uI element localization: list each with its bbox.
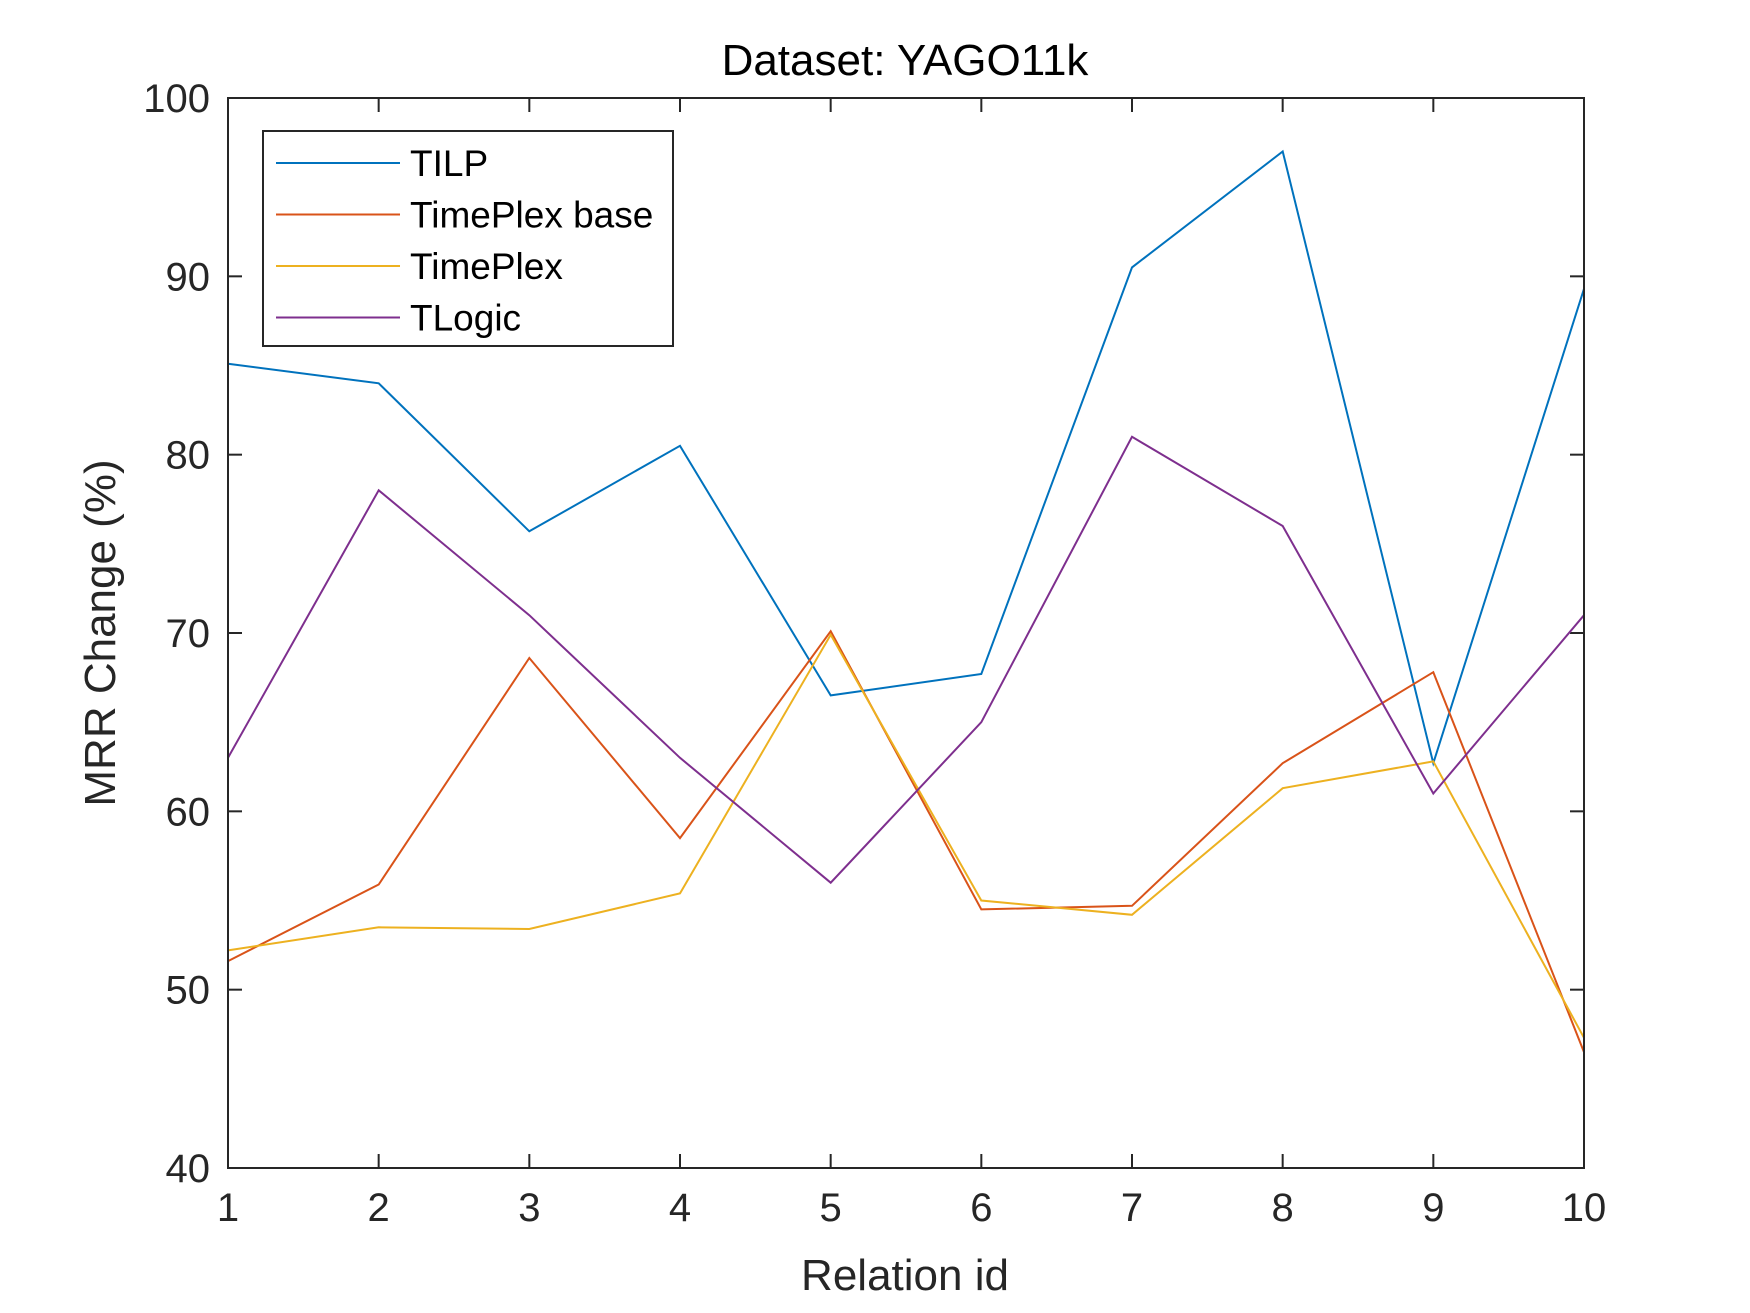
x-tick-label: 8 [1272,1186,1294,1230]
legend: TILP TimePlex base TimePlex TLogic [262,130,674,347]
series-lines [227,149,1585,1053]
y-tick-label: 60 [166,790,211,834]
y-axis-label: MRR Change (%) [76,459,125,806]
series-line-tilp [227,149,1585,767]
legend-label-timeplex: TimePlex [410,246,563,287]
legend-box [262,130,674,347]
x-tick-label: 3 [518,1186,540,1230]
x-tick-label: 5 [820,1186,842,1230]
y-tick-label: 100 [143,77,210,121]
series-line-timeplex [227,632,1585,1039]
x-tick-label: 1 [217,1186,239,1230]
y-tick-label: 40 [166,1147,211,1191]
x-tick-label: 9 [1422,1186,1444,1230]
x-tick-label: 7 [1121,1186,1143,1230]
x-tick-label: 10 [1562,1186,1607,1230]
series-line-timeplex-base [227,629,1585,1053]
y-tick-label: 90 [166,255,211,299]
x-axis-label: Relation id [801,1251,1009,1300]
y-axis-ticks: 40 50 60 70 80 90 100 [143,77,1584,1191]
x-tick-label: 2 [368,1186,390,1230]
y-tick-label: 50 [166,969,211,1013]
chart-title: Dataset: YAGO11k [722,36,1090,85]
legend-label-tlogic: TLogic [410,298,521,339]
x-tick-label: 4 [669,1186,691,1230]
y-tick-label: 80 [166,434,211,478]
legend-label-tilp: TILP [410,143,488,184]
x-tick-label: 6 [970,1186,992,1230]
series-line-tlogic [227,435,1585,885]
y-tick-label: 70 [166,612,211,656]
legend-label-timeplex-base: TimePlex base [410,195,653,236]
plot-area-frame [227,97,1585,1169]
